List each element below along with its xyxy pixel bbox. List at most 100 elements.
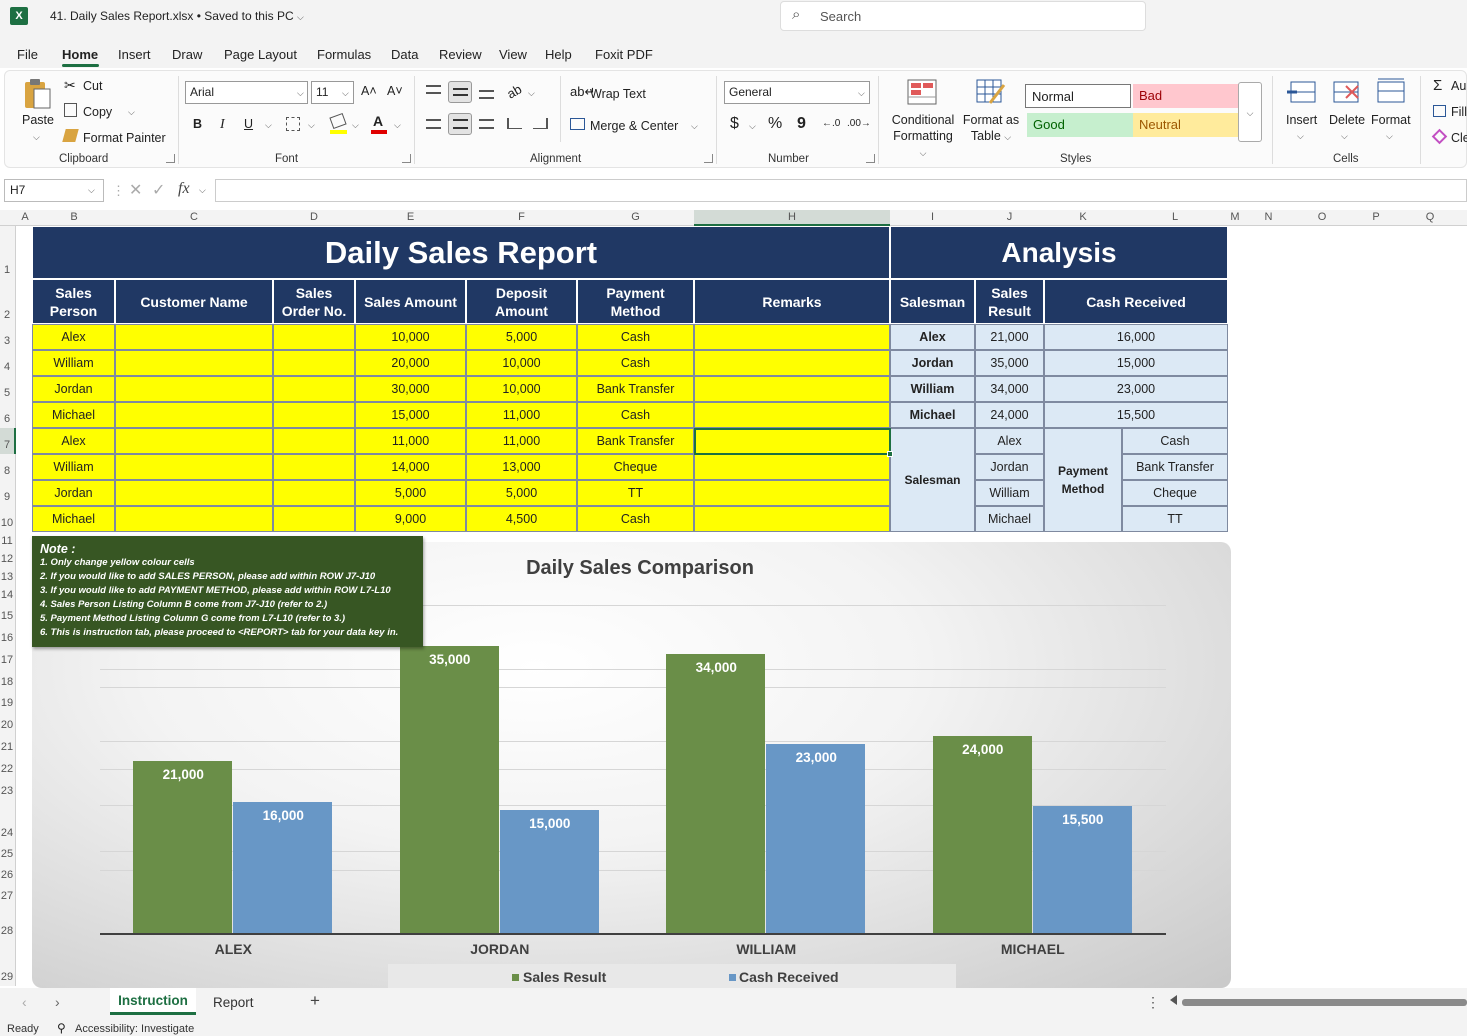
menu-insert[interactable]: Insert: [118, 47, 151, 62]
column-header[interactable]: G: [631, 211, 640, 223]
align-bottom-icon[interactable]: [479, 90, 494, 99]
autosum-button[interactable]: Au: [1451, 79, 1467, 93]
report-cell[interactable]: [694, 402, 890, 428]
chart-bar[interactable]: [666, 654, 766, 933]
column-header[interactable]: K: [1079, 211, 1087, 223]
row-header[interactable]: 21: [0, 741, 14, 753]
scroll-left-arrow-icon[interactable]: [1170, 995, 1177, 1005]
report-cell[interactable]: [694, 480, 890, 506]
decrease-indent-icon[interactable]: [507, 118, 522, 129]
report-cell[interactable]: [694, 506, 890, 532]
menu-formulas[interactable]: Formulas: [317, 47, 372, 62]
format-cells-button[interactable]: Format: [1371, 113, 1411, 127]
borders-icon[interactable]: [286, 117, 300, 131]
row-header[interactable]: 22: [0, 763, 14, 775]
cut-button[interactable]: Cut: [83, 79, 103, 93]
row-header[interactable]: 16: [0, 632, 14, 644]
sheet-tab-instruction[interactable]: Instruction: [110, 988, 196, 1015]
report-cell[interactable]: 10,000: [355, 324, 466, 350]
column-header[interactable]: N: [1264, 211, 1273, 223]
report-cell[interactable]: [694, 324, 890, 350]
instruction-note[interactable]: Note : 1. Only change yellow colour cell…: [32, 536, 423, 647]
column-header[interactable]: C: [190, 211, 198, 223]
column-header[interactable]: F: [518, 211, 525, 223]
increase-indent-icon[interactable]: [533, 118, 548, 129]
report-cell[interactable]: Alex: [32, 324, 115, 350]
chevron-down-icon[interactable]: ⌵: [528, 88, 535, 98]
chart-bar[interactable]: [499, 810, 599, 933]
format-painter-button[interactable]: Format Painter: [83, 131, 166, 145]
row-header[interactable]: 6: [3, 413, 11, 425]
scroll-left-icon[interactable]: ‹: [22, 994, 27, 1010]
row-header[interactable]: 28: [0, 925, 14, 937]
report-cell[interactable]: 13,000: [466, 454, 577, 480]
row-header[interactable]: 12: [0, 553, 14, 565]
report-cell[interactable]: William: [32, 350, 115, 376]
formula-input[interactable]: [215, 179, 1467, 202]
row-header[interactable]: 13: [0, 571, 14, 583]
column-header[interactable]: Q: [1425, 211, 1435, 223]
chevron-down-icon[interactable]: ⌵: [1341, 131, 1348, 141]
report-cell[interactable]: [273, 480, 355, 506]
report-cell[interactable]: 15,000: [355, 402, 466, 428]
row-header[interactable]: 19: [0, 697, 14, 709]
fill-icon[interactable]: [1433, 105, 1446, 117]
chart-bar[interactable]: [233, 801, 333, 933]
align-right-icon[interactable]: [479, 119, 494, 129]
comma-style-button[interactable]: 9: [797, 115, 806, 132]
chart-bar[interactable]: [1032, 805, 1132, 933]
row-header[interactable]: 20: [0, 719, 14, 731]
chevron-down-icon[interactable]: ⌵: [88, 185, 95, 195]
italic-button[interactable]: I: [220, 117, 225, 132]
format-as-table-button[interactable]: Format as Table ⌵: [962, 112, 1020, 145]
row-header[interactable]: 2: [3, 309, 11, 321]
report-cell[interactable]: Bank Transfer: [577, 428, 694, 454]
report-cell[interactable]: [273, 454, 355, 480]
row-header[interactable]: 11: [1, 535, 13, 547]
more-options-icon[interactable]: ⋮: [1146, 994, 1160, 1010]
chart-bar[interactable]: [932, 736, 1032, 933]
menu-data[interactable]: Data: [391, 47, 419, 62]
report-cell[interactable]: [115, 428, 273, 454]
report-cell[interactable]: [694, 376, 890, 402]
grow-font-button[interactable]: A˄: [361, 84, 377, 98]
row-header[interactable]: 9: [3, 491, 11, 503]
chevron-down-icon[interactable]: ⌵: [691, 121, 698, 131]
style-good[interactable]: Good: [1027, 113, 1133, 137]
salesman-list-item[interactable]: Jordan: [975, 454, 1044, 480]
chevron-down-icon[interactable]: ⌵: [1297, 131, 1304, 141]
column-header[interactable]: A: [21, 211, 29, 223]
sheet-tab-report[interactable]: Report: [213, 995, 254, 1010]
chart-bar[interactable]: [766, 744, 866, 933]
report-cell[interactable]: William: [32, 454, 115, 480]
row-header[interactable]: 1: [3, 264, 11, 276]
chevron-down-icon[interactable]: ⌵: [128, 107, 135, 117]
shrink-font-button[interactable]: A˅: [387, 84, 403, 98]
payment-method-list-item[interactable]: Bank Transfer: [1122, 454, 1228, 480]
report-cell[interactable]: Cash: [577, 324, 694, 350]
report-cell[interactable]: [694, 454, 890, 480]
row-header[interactable]: 8: [3, 465, 11, 477]
row-header[interactable]: 23: [0, 785, 14, 797]
wrap-text-button[interactable]: Wrap Text: [590, 87, 646, 101]
active-cell-h7[interactable]: [694, 428, 891, 455]
report-cell[interactable]: [273, 350, 355, 376]
column-header[interactable]: H: [788, 211, 796, 223]
row-header[interactable]: 17: [0, 654, 14, 666]
report-cell[interactable]: [273, 506, 355, 532]
name-box[interactable]: H7: [4, 179, 104, 202]
font-family-select[interactable]: Arial: [185, 81, 308, 104]
row-header[interactable]: 26: [0, 869, 14, 881]
enter-icon[interactable]: ✓: [152, 182, 166, 199]
report-cell[interactable]: Cash: [577, 506, 694, 532]
fill-button[interactable]: Fill: [1451, 105, 1467, 119]
chevron-down-icon[interactable]: ⌵: [352, 120, 359, 130]
report-cell[interactable]: [115, 376, 273, 402]
align-left-icon[interactable]: [426, 119, 441, 129]
report-cell[interactable]: 11,000: [355, 428, 466, 454]
salesman-list-item[interactable]: Alex: [975, 428, 1044, 454]
report-cell[interactable]: 9,000: [355, 506, 466, 532]
report-cell[interactable]: TT: [577, 480, 694, 506]
column-header[interactable]: I: [930, 211, 935, 223]
dialog-launcher-icon[interactable]: [704, 154, 713, 163]
